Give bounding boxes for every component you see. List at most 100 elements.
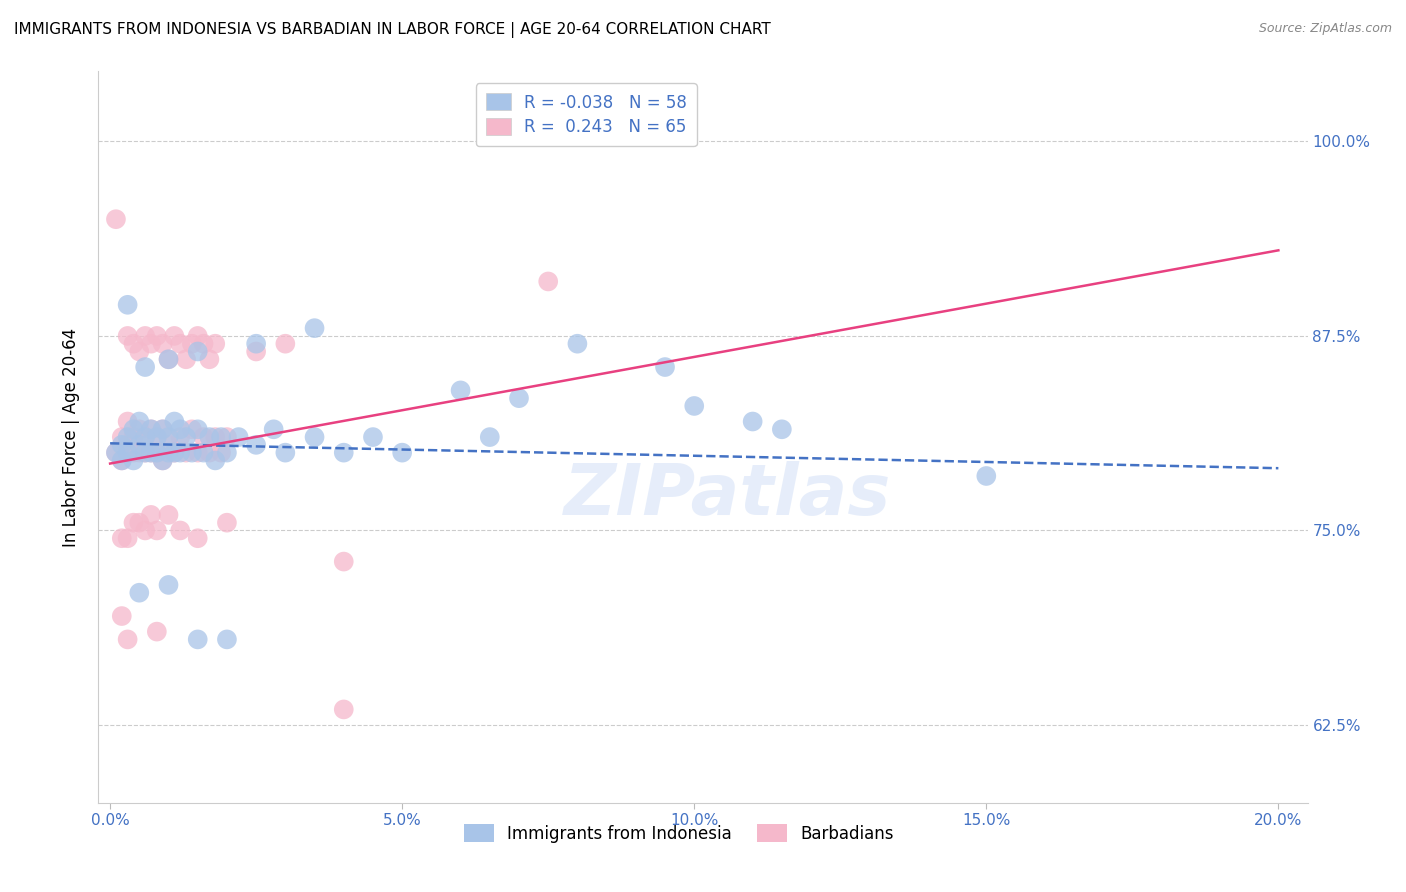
Point (157, 445, 180, 459)
Point (169, 445, 191, 459)
Point (128, 344, 150, 359)
Point (332, 555, 354, 569)
Point (245, 336, 267, 351)
Point (134, 430, 156, 444)
Point (169, 422, 191, 436)
Point (157, 352, 180, 367)
Point (128, 422, 150, 436)
Point (122, 430, 145, 444)
Point (134, 329, 156, 343)
Point (478, 430, 501, 444)
Point (169, 524, 191, 538)
Point (157, 430, 180, 444)
Point (187, 329, 209, 343)
Point (104, 212, 127, 227)
Point (198, 445, 221, 459)
Point (122, 445, 145, 459)
Point (180, 422, 202, 436)
Point (169, 430, 191, 444)
Point (209, 430, 232, 444)
Point (974, 469, 997, 483)
Point (508, 391, 530, 405)
Point (193, 336, 215, 351)
Point (104, 445, 127, 459)
Point (163, 329, 186, 343)
Point (117, 415, 139, 429)
Point (770, 422, 793, 436)
Point (117, 632, 139, 647)
Point (683, 399, 706, 413)
Point (228, 430, 250, 444)
Point (157, 352, 180, 367)
Point (204, 336, 226, 351)
Point (152, 336, 174, 351)
Point (122, 422, 145, 436)
Point (146, 430, 169, 444)
Point (361, 430, 384, 444)
Point (122, 453, 145, 467)
Y-axis label: In Labor Force | Age 20-64: In Labor Force | Age 20-64 (62, 327, 80, 547)
Point (134, 445, 156, 459)
Point (139, 508, 162, 522)
Text: Source: ZipAtlas.com: Source: ZipAtlas.com (1258, 22, 1392, 36)
Point (741, 415, 763, 429)
Point (117, 430, 139, 444)
Point (157, 438, 180, 452)
Point (187, 344, 209, 359)
Point (139, 445, 162, 459)
Point (332, 702, 354, 716)
Point (187, 422, 209, 436)
Point (152, 453, 174, 467)
Point (163, 445, 186, 459)
Text: ZIPatlas: ZIPatlas (564, 461, 891, 530)
Point (128, 585, 150, 599)
Point (146, 430, 169, 444)
Point (204, 453, 226, 467)
Point (128, 516, 150, 530)
Point (134, 524, 156, 538)
Point (146, 445, 169, 459)
Point (146, 445, 169, 459)
Point (111, 453, 134, 467)
Point (111, 609, 134, 624)
Point (215, 516, 238, 530)
Point (567, 336, 589, 351)
Point (215, 430, 238, 444)
Point (146, 524, 169, 538)
Point (122, 336, 145, 351)
Point (174, 430, 197, 444)
Point (193, 430, 215, 444)
Point (128, 445, 150, 459)
Point (163, 445, 186, 459)
Point (111, 438, 134, 452)
Point (134, 445, 156, 459)
Point (174, 445, 197, 459)
Point (157, 578, 180, 592)
Point (139, 422, 162, 436)
Point (180, 445, 202, 459)
Point (209, 445, 232, 459)
Point (134, 430, 156, 444)
Point (157, 508, 180, 522)
Point (139, 445, 162, 459)
Point (198, 430, 221, 444)
Point (134, 359, 156, 374)
Point (104, 445, 127, 459)
Text: IMMIGRANTS FROM INDONESIA VS BARBADIAN IN LABOR FORCE | AGE 20-64 CORRELATION CH: IMMIGRANTS FROM INDONESIA VS BARBADIAN I… (14, 22, 770, 38)
Point (111, 453, 134, 467)
Point (128, 438, 150, 452)
Point (204, 430, 226, 444)
Point (152, 422, 174, 436)
Point (332, 445, 354, 459)
Point (174, 352, 197, 367)
Point (152, 453, 174, 467)
Point (215, 445, 238, 459)
Point (152, 422, 174, 436)
Point (450, 384, 472, 398)
Point (169, 336, 191, 351)
Point (245, 438, 267, 452)
Point (187, 531, 209, 545)
Point (537, 275, 560, 289)
Point (122, 516, 145, 530)
Point (163, 415, 186, 429)
